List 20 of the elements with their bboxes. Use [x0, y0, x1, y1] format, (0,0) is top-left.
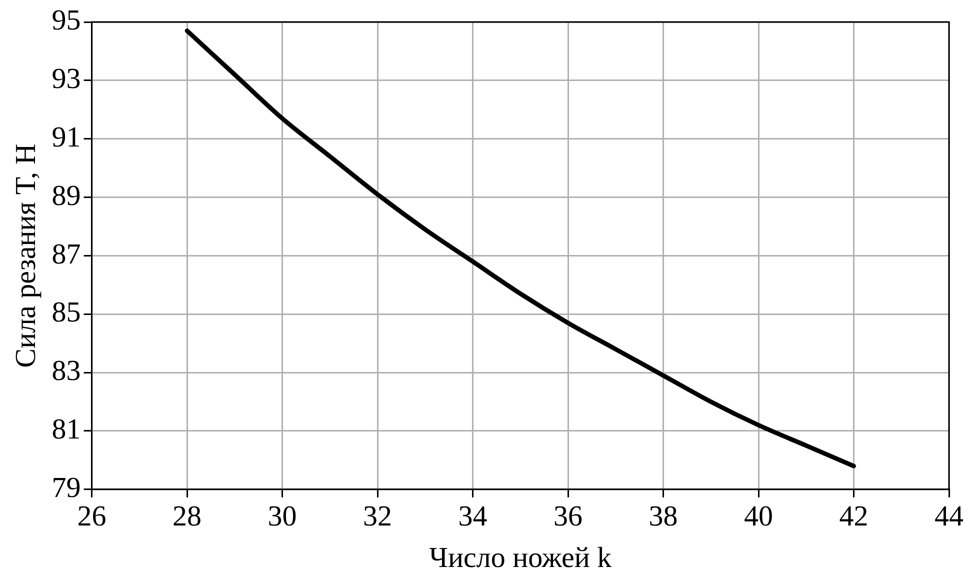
x-tick-label: 34 — [458, 500, 488, 532]
y-tick-label: 85 — [52, 296, 81, 329]
y-tick-label: 81 — [52, 414, 81, 446]
line-series — [184, 28, 856, 468]
x-tick-label: 38 — [648, 500, 678, 532]
y-tick-label: 91 — [52, 121, 81, 154]
x-tick-label: 32 — [363, 500, 392, 532]
x-tick-label: 40 — [744, 500, 774, 532]
x-tick-label: 44 — [934, 500, 964, 532]
x-tick-label: 30 — [268, 500, 297, 532]
x-axis-title: Число ножей k — [429, 542, 612, 574]
y-tick-label: 93 — [52, 63, 81, 96]
x-tick-label: 42 — [839, 500, 868, 532]
y-tick-label: 83 — [52, 355, 81, 388]
y-tick-label: 89 — [52, 180, 81, 212]
y-axis-title: Сила резания T, Н — [10, 144, 42, 368]
y-tick-label: 95 — [52, 4, 81, 37]
x-tick-label: 36 — [554, 500, 583, 532]
x-tick-label: 28 — [172, 500, 202, 532]
y-tick-label: 87 — [52, 238, 81, 270]
